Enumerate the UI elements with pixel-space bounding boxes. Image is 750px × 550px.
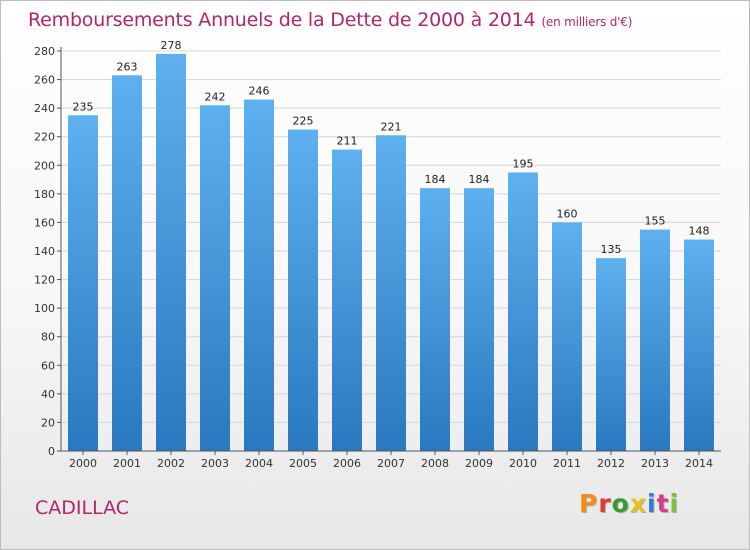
- y-tick-label: 160: [34, 216, 55, 229]
- data-label: 221: [381, 120, 402, 133]
- bar: [640, 229, 670, 451]
- x-tick-label: 2002: [157, 457, 185, 470]
- data-label: 242: [205, 90, 226, 103]
- y-tick-label: 260: [34, 74, 55, 87]
- bar: [156, 53, 186, 451]
- bar: [200, 105, 230, 452]
- logo-letter: o: [611, 489, 630, 518]
- data-label: 195: [513, 157, 534, 170]
- bar: [112, 75, 142, 452]
- y-tick-label: 240: [34, 102, 55, 115]
- axes: [57, 47, 721, 455]
- data-label: 160: [557, 207, 578, 220]
- x-tick-label: 2011: [553, 457, 581, 470]
- bar: [552, 222, 582, 451]
- y-tick-label: 180: [34, 188, 55, 201]
- logo-letter: i: [647, 489, 657, 518]
- x-tick-label: 2003: [201, 457, 229, 470]
- chart-unit: (en milliers d'€): [541, 15, 633, 29]
- x-tick-label: 2006: [333, 457, 361, 470]
- x-tick-label: 2009: [465, 457, 493, 470]
- data-label: 135: [601, 243, 622, 256]
- x-tick-label: 2004: [245, 457, 273, 470]
- data-label: 263: [117, 60, 138, 73]
- data-label: 155: [645, 215, 666, 228]
- y-tick-label: 0: [48, 445, 55, 458]
- y-tick-label: 220: [34, 131, 55, 144]
- y-tick-label: 280: [34, 45, 55, 58]
- logo-letter: r: [598, 489, 612, 518]
- y-tick-label: 60: [41, 359, 55, 372]
- x-tick-label: 2012: [597, 457, 625, 470]
- bar-chart: 0 20 40 60 80 100 120 140 160 180 200 220 240 260 280 2…: [34, 39, 721, 470]
- y-tick-label: 200: [34, 159, 55, 172]
- bar: [420, 188, 450, 451]
- data-label: 225: [293, 115, 314, 128]
- y-tick-label: 80: [41, 331, 55, 344]
- logo-letter: x: [629, 489, 647, 518]
- x-tick-label: 2000: [69, 457, 97, 470]
- bar: [68, 115, 98, 452]
- x-tick-label: 2005: [289, 457, 317, 470]
- y-tick-label: 120: [34, 274, 55, 287]
- data-label: 184: [425, 173, 446, 186]
- bars: [68, 53, 714, 452]
- data-label: 278: [161, 39, 182, 52]
- x-tick-label: 2008: [421, 457, 449, 470]
- logo-letter: i: [669, 489, 680, 518]
- chart-title: Remboursements Annuels de la Dette de 20…: [28, 9, 632, 31]
- chart-title-text: Remboursements Annuels de la Dette de 20…: [28, 9, 536, 31]
- labels: 0 20 40 60 80 100 120 140 160 180 200 220 240 260 280 2…: [34, 39, 713, 470]
- x-tick-label: 2010: [509, 457, 537, 470]
- town-name: CADILLAC: [35, 497, 130, 519]
- x-tick-label: 2001: [113, 457, 141, 470]
- data-label: 246: [249, 85, 270, 98]
- bar: [508, 172, 538, 451]
- y-tick-label: 100: [34, 302, 55, 315]
- bar: [684, 239, 714, 451]
- logo-letter: t: [656, 489, 670, 518]
- logo-letter: P: [579, 489, 599, 518]
- bar: [376, 135, 406, 452]
- x-tick-label: 2013: [641, 457, 669, 470]
- data-label: 148: [689, 225, 710, 238]
- data-label: 235: [73, 100, 94, 113]
- y-tick-label: 140: [34, 245, 55, 258]
- y-tick-label: 40: [41, 388, 55, 401]
- data-label: 184: [469, 173, 490, 186]
- data-label: 211: [337, 135, 358, 148]
- bar: [288, 129, 318, 452]
- x-tick-label: 2014: [685, 457, 713, 470]
- proxiti-logo: Proxiti: [579, 489, 679, 518]
- x-tick-label: 2007: [377, 457, 405, 470]
- bar: [332, 149, 362, 452]
- bar: [244, 99, 274, 452]
- bar: [464, 188, 494, 451]
- bar: [596, 258, 626, 451]
- y-tick-label: 20: [41, 416, 55, 429]
